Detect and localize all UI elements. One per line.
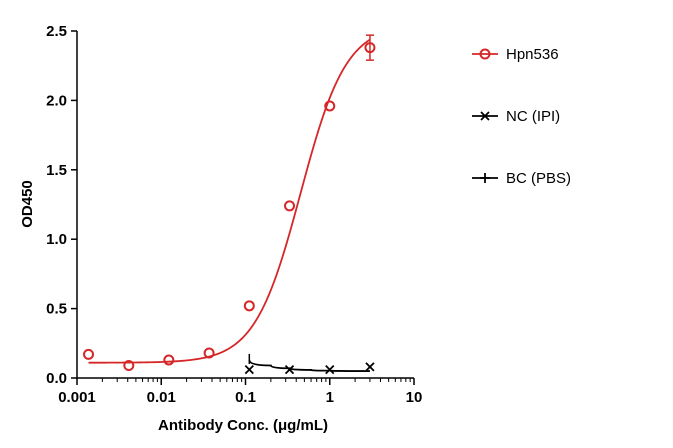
series-layer xyxy=(83,34,376,375)
legend-label: BC (PBS) xyxy=(506,170,571,187)
data-point xyxy=(325,365,335,375)
x-tick-label: 0.001 xyxy=(58,389,96,406)
data-point xyxy=(123,360,135,372)
marker-stroke xyxy=(480,111,490,121)
marker-stroke xyxy=(244,365,254,375)
data-point xyxy=(244,365,254,375)
data-point xyxy=(284,365,295,375)
data-point xyxy=(243,300,255,312)
y-tick-label: 0.5 xyxy=(46,301,67,318)
x-axis-title: Antibody Conc. (μg/mL) xyxy=(158,417,328,434)
marker-stroke xyxy=(284,365,295,375)
legend: Hpn536 NC (IPI) BC (PBS) xyxy=(472,46,571,187)
y-tick-label: 1.5 xyxy=(46,162,67,179)
series-0 xyxy=(83,34,376,372)
legend-item-1: NC (IPI) xyxy=(472,108,560,125)
data-point xyxy=(365,362,375,372)
legend-item-0: Hpn536 xyxy=(472,46,559,63)
legend-label: Hpn536 xyxy=(506,46,559,63)
x-tick-label: 0.1 xyxy=(235,389,256,406)
marker-stroke xyxy=(325,365,335,375)
legend-marker xyxy=(480,173,490,183)
marker-stroke xyxy=(365,362,375,372)
fit-curve xyxy=(248,359,370,372)
axes: 0.0 0.5 1.0 1.5 2.0 2.5 0.001 0.01 0.1 1 10 xyxy=(46,23,422,406)
series-1 xyxy=(244,353,375,375)
x-tick-label: 1 xyxy=(326,389,334,406)
legend-item-2: BC (PBS) xyxy=(472,170,571,187)
legend-marker xyxy=(479,48,491,60)
y-tick-label: 2.5 xyxy=(46,23,67,40)
legend-marker xyxy=(480,111,490,121)
y-axis-title: OD450 xyxy=(19,180,36,228)
y-tick-label: 1.0 xyxy=(46,231,67,248)
data-point xyxy=(83,348,95,360)
data-point xyxy=(284,200,296,212)
data-point xyxy=(364,42,376,54)
fit-curve xyxy=(88,38,371,364)
data-point xyxy=(324,100,336,112)
data-point xyxy=(203,347,215,359)
legend-label: NC (IPI) xyxy=(506,108,560,125)
x-tick-label: 0.01 xyxy=(147,389,176,406)
y-tick-label: 2.0 xyxy=(46,92,67,109)
x-tick-label: 10 xyxy=(406,389,423,406)
y-tick-label: 0.0 xyxy=(46,370,67,387)
data-point xyxy=(163,354,175,366)
